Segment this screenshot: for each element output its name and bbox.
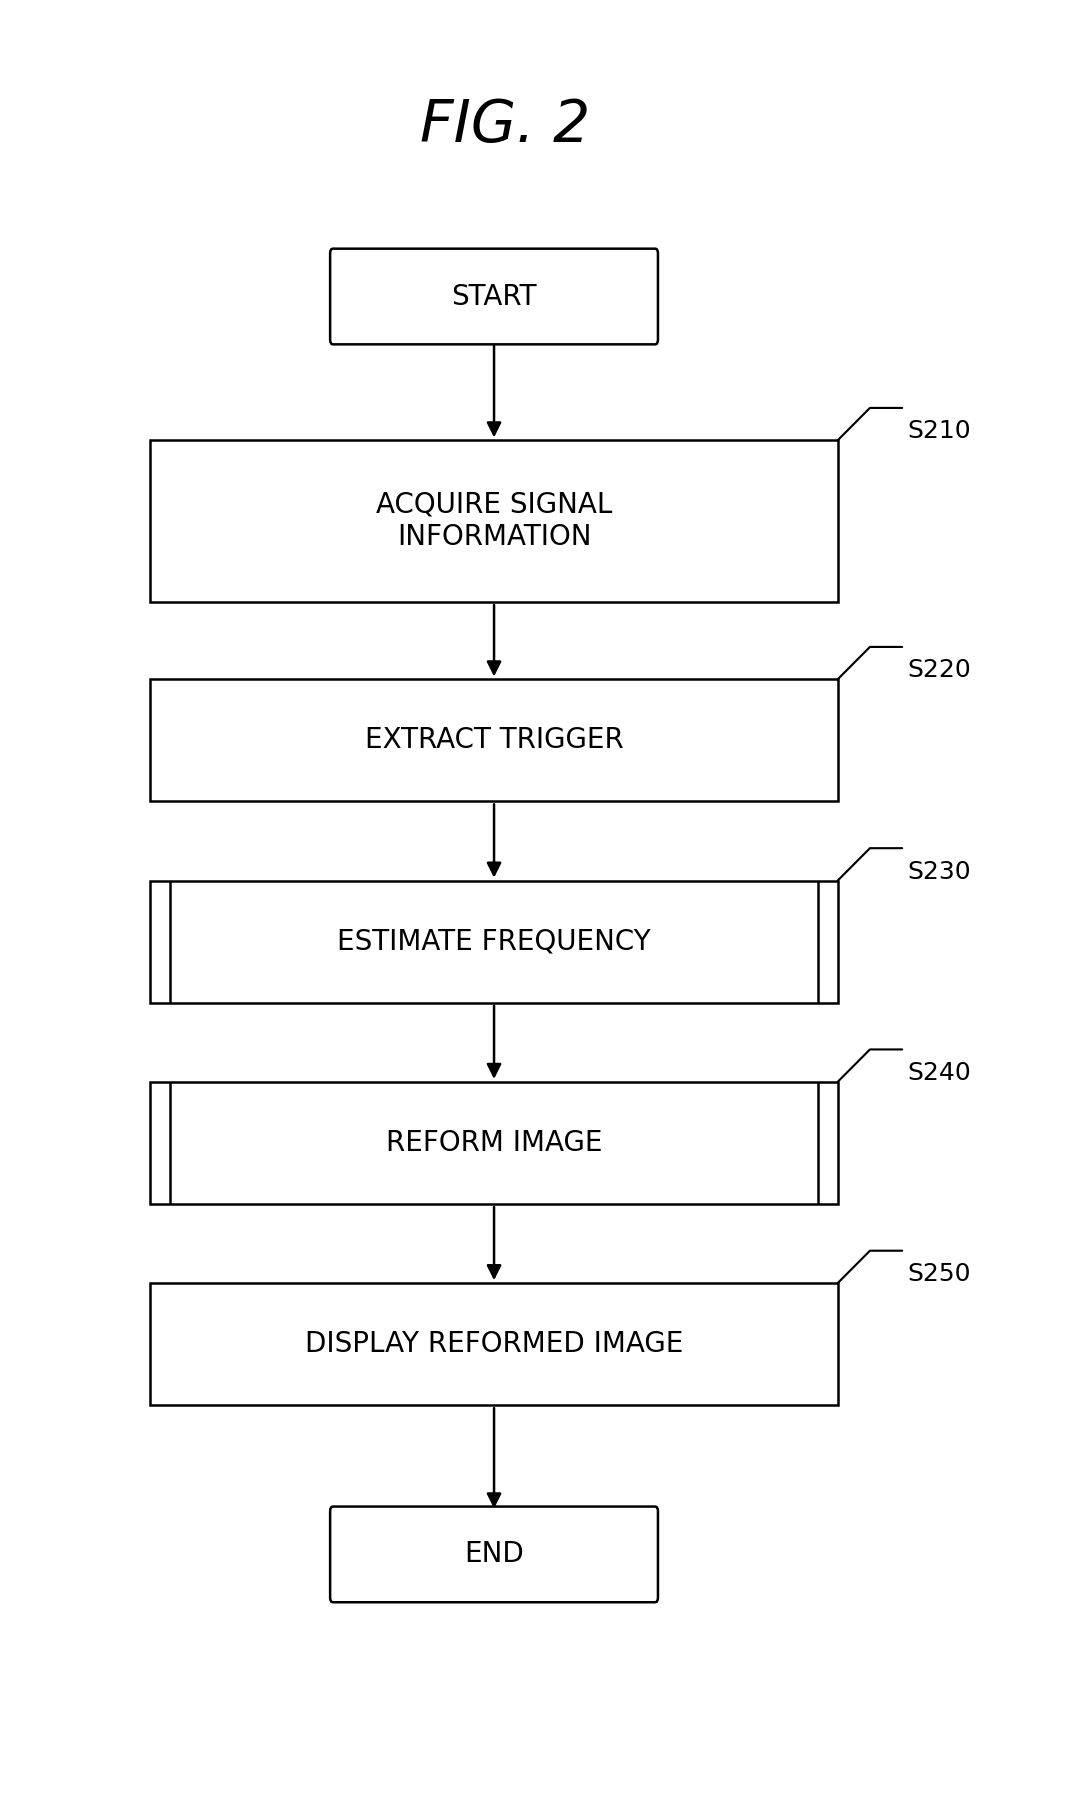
Bar (150, 1283, 838, 1405)
Text: S220: S220 (908, 658, 971, 683)
Text: S250: S250 (908, 1261, 971, 1287)
Text: DISPLAY REFORMED IMAGE: DISPLAY REFORMED IMAGE (305, 1330, 683, 1359)
Bar (150, 440, 838, 602)
Text: REFORM IMAGE: REFORM IMAGE (386, 1129, 603, 1157)
Text: START: START (451, 282, 537, 311)
Text: S240: S240 (908, 1060, 971, 1085)
Text: S230: S230 (908, 859, 971, 884)
FancyBboxPatch shape (330, 1506, 658, 1603)
Text: EXTRACT TRIGGER: EXTRACT TRIGGER (365, 726, 623, 755)
Bar (150, 1082, 838, 1204)
FancyBboxPatch shape (330, 248, 658, 345)
Text: FIG. 2: FIG. 2 (420, 97, 590, 155)
Text: ACQUIRE SIGNAL
INFORMATION: ACQUIRE SIGNAL INFORMATION (376, 491, 612, 552)
Bar (150, 881, 838, 1003)
Text: END: END (464, 1540, 524, 1569)
Bar (150, 679, 838, 801)
Text: ESTIMATE FREQUENCY: ESTIMATE FREQUENCY (337, 927, 651, 956)
Text: S210: S210 (908, 419, 971, 444)
